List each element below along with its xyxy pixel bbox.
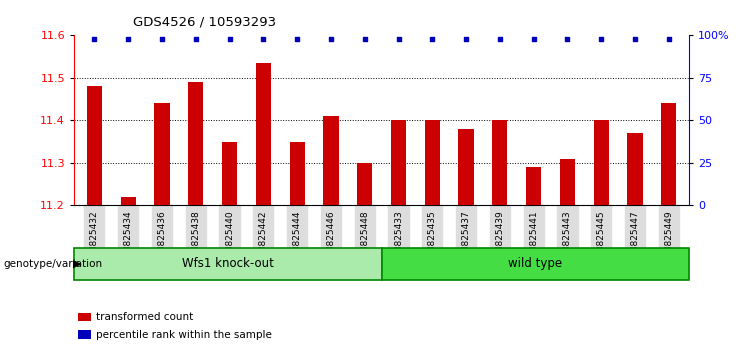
Bar xyxy=(661,103,677,205)
Text: wild type: wild type xyxy=(508,257,562,270)
Point xyxy=(359,36,370,42)
Bar xyxy=(256,63,271,205)
Text: percentile rank within the sample: percentile rank within the sample xyxy=(96,330,272,339)
Point xyxy=(426,36,438,42)
Text: genotype/variation: genotype/variation xyxy=(4,259,103,269)
Bar xyxy=(628,133,642,205)
Point xyxy=(325,36,337,42)
Bar xyxy=(594,120,609,205)
Bar xyxy=(121,197,136,205)
Point xyxy=(528,36,539,42)
Bar xyxy=(526,167,541,205)
Bar xyxy=(560,159,575,205)
Bar xyxy=(323,116,339,205)
Bar xyxy=(357,163,372,205)
Point xyxy=(494,36,506,42)
Point xyxy=(156,36,168,42)
Text: ▶: ▶ xyxy=(73,259,81,269)
Point xyxy=(257,36,269,42)
Point xyxy=(595,36,607,42)
Point xyxy=(122,36,134,42)
Point xyxy=(460,36,472,42)
Bar xyxy=(87,86,102,205)
Point xyxy=(629,36,641,42)
Bar xyxy=(391,120,406,205)
Bar xyxy=(492,120,508,205)
Bar xyxy=(154,103,170,205)
Point xyxy=(393,36,405,42)
Point xyxy=(224,36,236,42)
Bar xyxy=(222,142,237,205)
Text: GDS4526 / 10593293: GDS4526 / 10593293 xyxy=(133,16,276,29)
Point xyxy=(562,36,574,42)
Text: transformed count: transformed count xyxy=(96,312,193,322)
Text: Wfs1 knock-out: Wfs1 knock-out xyxy=(182,257,273,270)
Bar xyxy=(425,120,440,205)
Point xyxy=(291,36,303,42)
Point xyxy=(190,36,202,42)
Bar xyxy=(459,129,473,205)
Point xyxy=(663,36,675,42)
Bar xyxy=(188,82,203,205)
Bar xyxy=(290,142,305,205)
Point xyxy=(88,36,100,42)
